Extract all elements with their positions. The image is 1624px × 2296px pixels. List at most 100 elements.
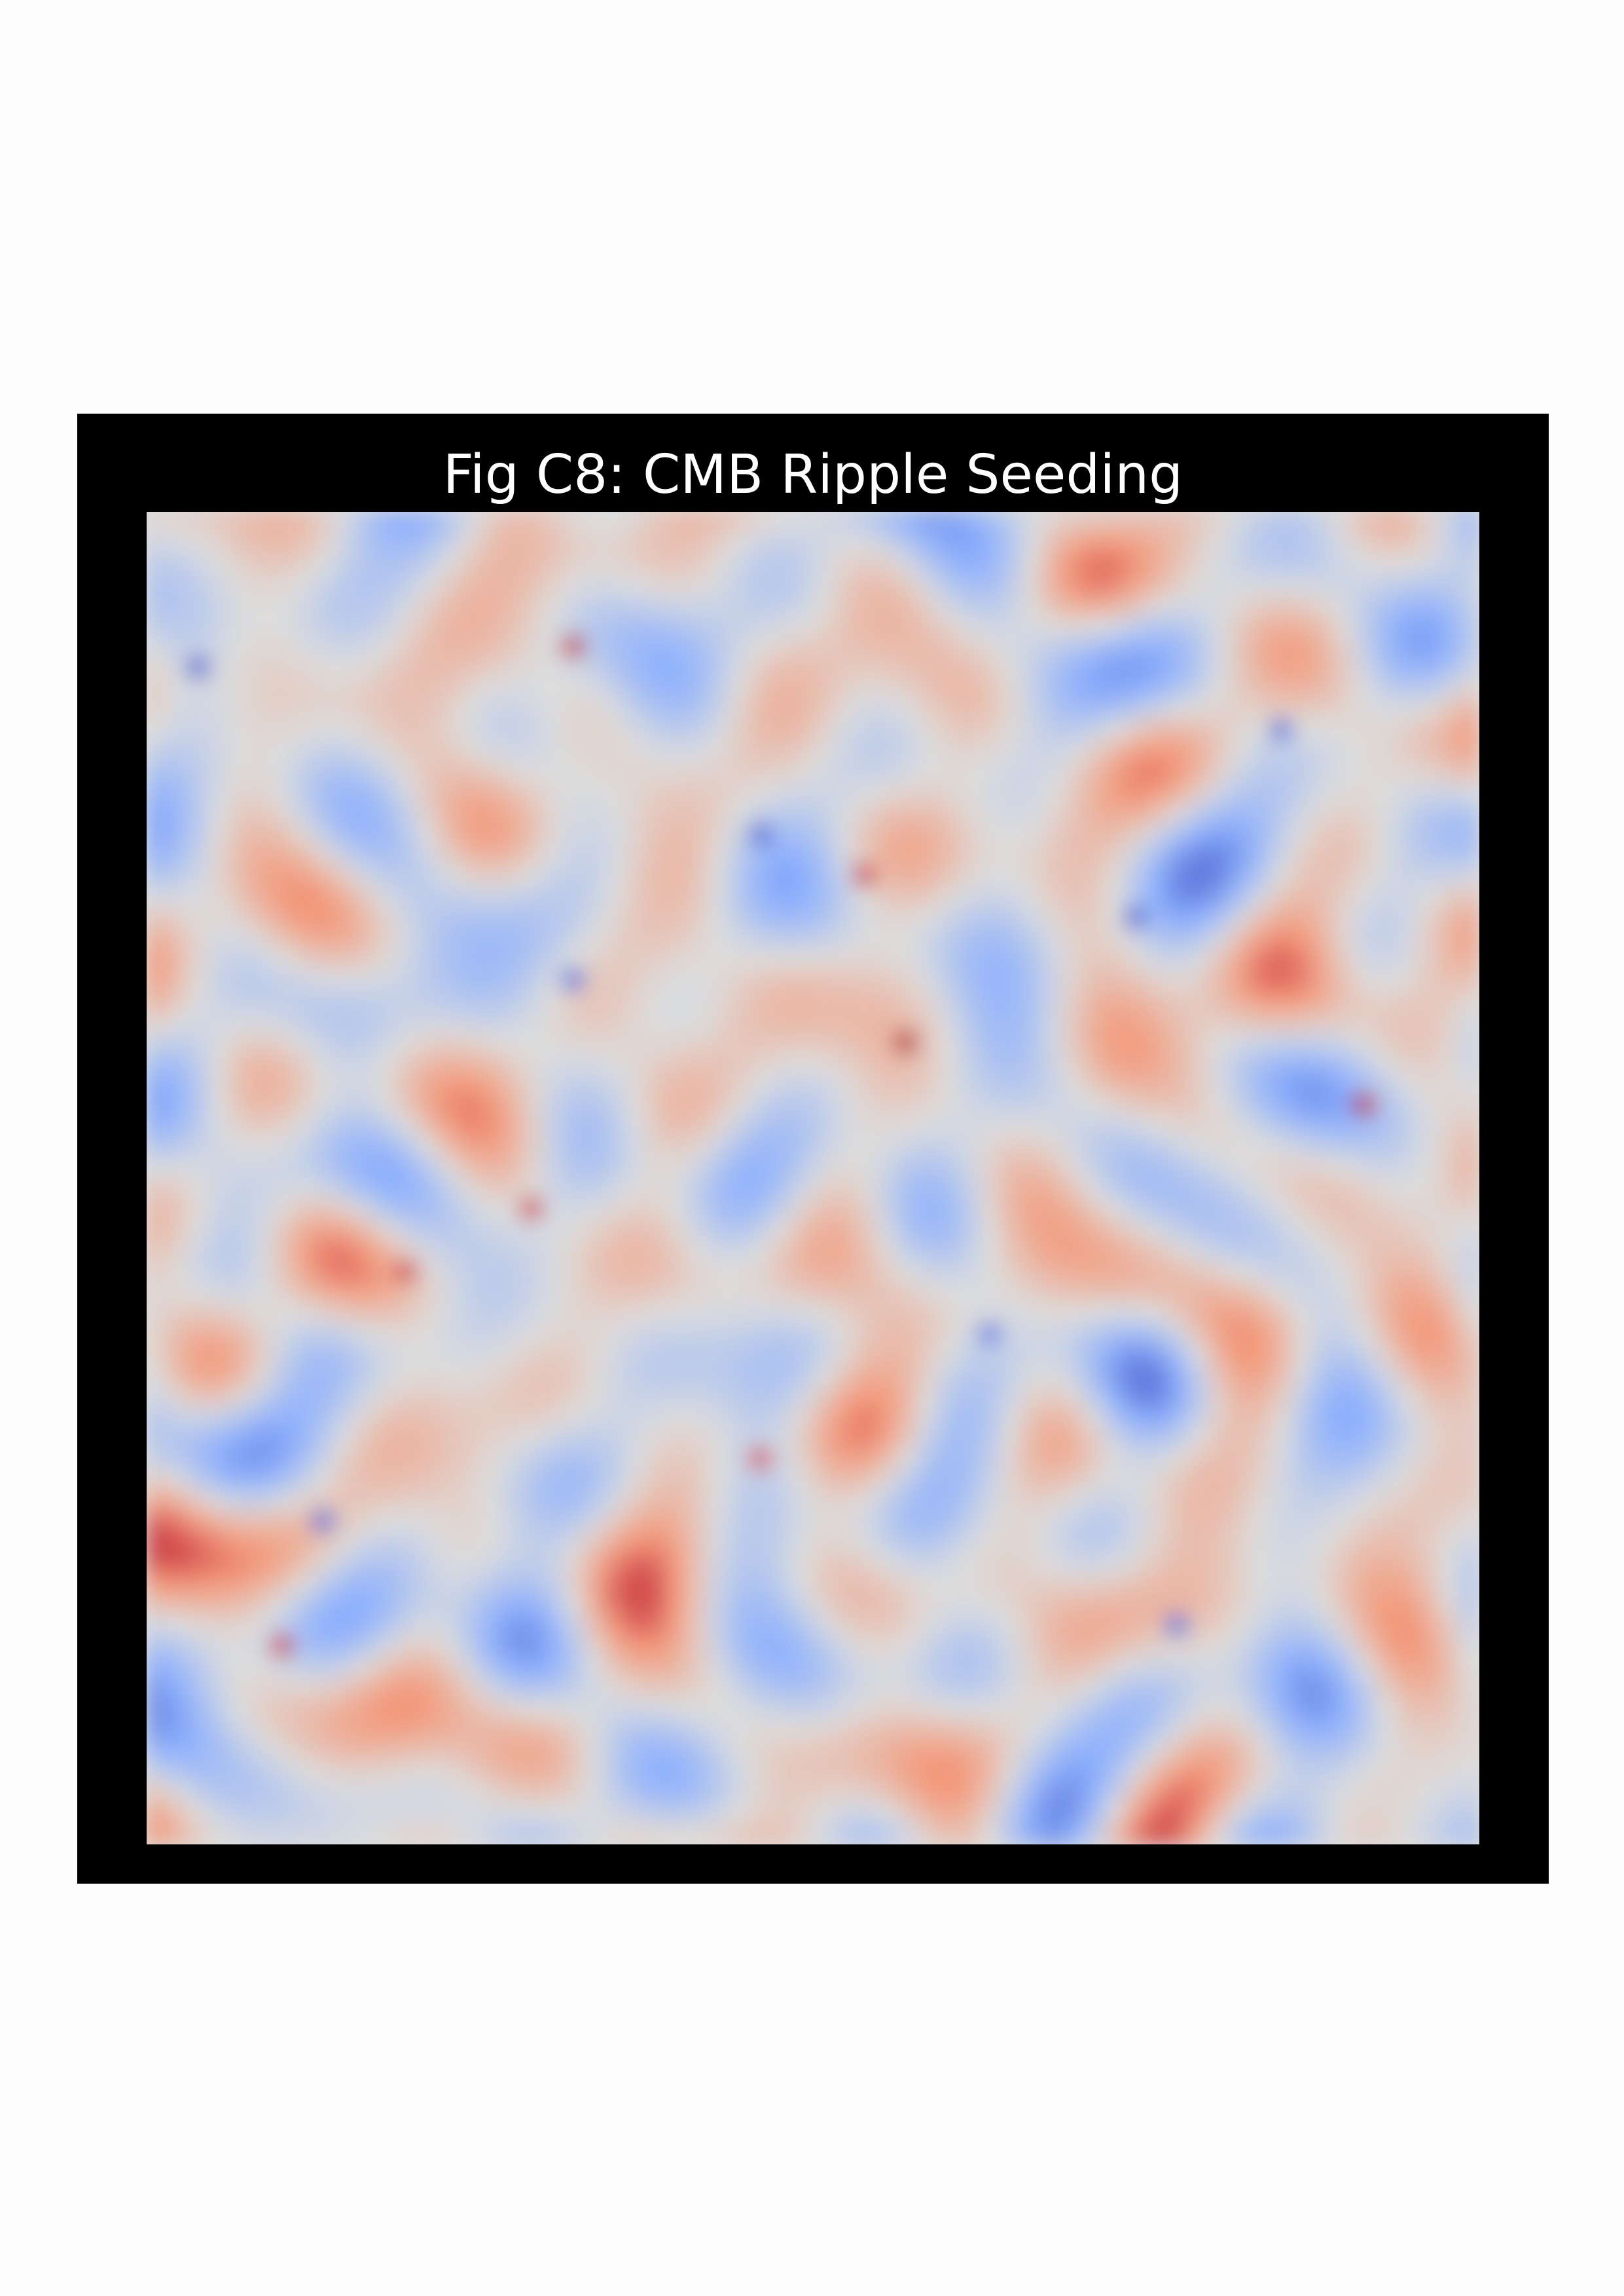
heatmap-cell — [229, 1802, 252, 1825]
heatmap-cell — [1020, 1739, 1043, 1762]
heatmap-cell — [812, 823, 835, 846]
heatmap-cell — [1166, 1802, 1189, 1825]
heatmap-cell — [729, 1490, 751, 1512]
heatmap-cell — [1354, 1177, 1376, 1200]
heatmap-cell — [499, 1136, 522, 1158]
heatmap-cell — [979, 1115, 1001, 1138]
heatmap-cell — [812, 927, 835, 950]
heatmap-cell — [1250, 1760, 1272, 1783]
heatmap-cell — [1437, 886, 1460, 908]
heatmap-cell — [770, 761, 793, 783]
heatmap-cell — [1312, 1739, 1335, 1762]
heatmap-cell — [1354, 886, 1376, 908]
heatmap-cell — [1437, 1427, 1460, 1450]
heatmap-cell — [666, 1573, 689, 1596]
heatmap-cell — [1062, 781, 1085, 804]
heatmap-cell — [1166, 1635, 1189, 1658]
heatmap-cell — [1000, 865, 1022, 888]
heatmap-cell — [1229, 1823, 1252, 1844]
heatmap-cell — [270, 1219, 293, 1242]
heatmap-cell — [1291, 1448, 1314, 1471]
heatmap-cell — [812, 1552, 835, 1575]
heatmap-cell — [895, 1177, 918, 1200]
heatmap-cell — [666, 1302, 689, 1325]
heatmap-cell — [645, 1240, 668, 1263]
heatmap-cell — [833, 1052, 856, 1075]
heatmap-cell — [1041, 927, 1064, 950]
heatmap-cell — [854, 948, 876, 971]
heatmap-cell — [1270, 636, 1293, 658]
heatmap-cell — [187, 1323, 210, 1346]
heatmap-cell — [1291, 531, 1314, 554]
heatmap-cell — [437, 698, 460, 721]
heatmap-cell — [166, 1136, 189, 1158]
heatmap-cell — [937, 781, 960, 804]
heatmap-cell — [979, 1157, 1001, 1179]
heatmap-cell — [1291, 1136, 1314, 1158]
heatmap-cell — [1437, 927, 1460, 950]
heatmap-cell — [1250, 1115, 1272, 1138]
heatmap-cell — [1437, 740, 1460, 762]
heatmap-cell — [1146, 1406, 1168, 1429]
heatmap-cell — [812, 740, 835, 762]
heatmap-cell — [687, 948, 710, 971]
heatmap-cell — [666, 1094, 689, 1117]
heatmap-cell — [374, 844, 397, 867]
heatmap-cell — [1104, 927, 1127, 950]
heatmap-cell — [1312, 698, 1335, 721]
heatmap-cell — [624, 1656, 647, 1679]
heatmap-cell — [895, 1386, 918, 1408]
heatmap-cell — [166, 1635, 189, 1658]
heatmap-cell — [729, 740, 751, 762]
heatmap-cell — [395, 1073, 418, 1096]
heatmap-cell — [1374, 1739, 1397, 1762]
heatmap-cell — [666, 761, 689, 783]
heatmap-cell — [1041, 1406, 1064, 1429]
heatmap-cell — [1374, 761, 1397, 783]
heatmap-cell — [1229, 1427, 1252, 1450]
heatmap-cell — [604, 844, 626, 867]
heatmap-cell — [291, 1302, 314, 1325]
heatmap-cell — [1354, 1344, 1376, 1367]
heatmap-cell — [1395, 594, 1418, 617]
heatmap-cell — [229, 698, 252, 721]
heatmap-cell — [208, 1739, 231, 1762]
heatmap-cell — [833, 719, 856, 742]
heatmap-cell — [749, 656, 772, 679]
heatmap-cell — [1020, 1344, 1043, 1367]
heatmap-cell — [229, 802, 252, 825]
heatmap-cell — [708, 1490, 731, 1512]
heatmap-cell — [291, 1094, 314, 1117]
heatmap-cell — [604, 1302, 626, 1325]
heatmap-cell — [1083, 1552, 1106, 1575]
heatmap-cell — [1250, 512, 1272, 533]
heatmap-cell — [583, 552, 605, 575]
heatmap-cell — [1395, 844, 1418, 867]
heatmap-cell — [979, 1615, 1001, 1637]
heatmap-cell — [729, 1344, 751, 1367]
heatmap-cell — [1041, 865, 1064, 888]
heatmap-cell — [1166, 1469, 1189, 1492]
heatmap-cell — [354, 512, 376, 533]
heatmap-cell — [541, 1552, 564, 1575]
heatmap-cell — [541, 1427, 564, 1450]
heatmap-cell — [229, 1552, 252, 1575]
heatmap-cell — [1104, 1198, 1127, 1221]
heatmap-cell — [708, 1469, 731, 1492]
heatmap-cell — [1354, 615, 1376, 637]
heatmap-cell — [812, 886, 835, 908]
heatmap-cell — [333, 1448, 356, 1471]
heatmap-cell — [583, 512, 605, 533]
heatmap-cell — [1312, 1094, 1335, 1117]
heatmap-cell — [1208, 969, 1231, 992]
heatmap-cell — [1000, 1635, 1022, 1658]
heatmap-cell — [147, 531, 168, 554]
heatmap-cell — [1291, 1427, 1314, 1450]
heatmap-cell — [1000, 969, 1022, 992]
heatmap-cell — [812, 1490, 835, 1512]
heatmap-cell — [645, 573, 668, 596]
heatmap-cell — [854, 1365, 876, 1388]
heatmap-cell — [312, 1073, 335, 1096]
heatmap-cell — [208, 1469, 231, 1492]
heatmap-cell — [812, 1386, 835, 1408]
